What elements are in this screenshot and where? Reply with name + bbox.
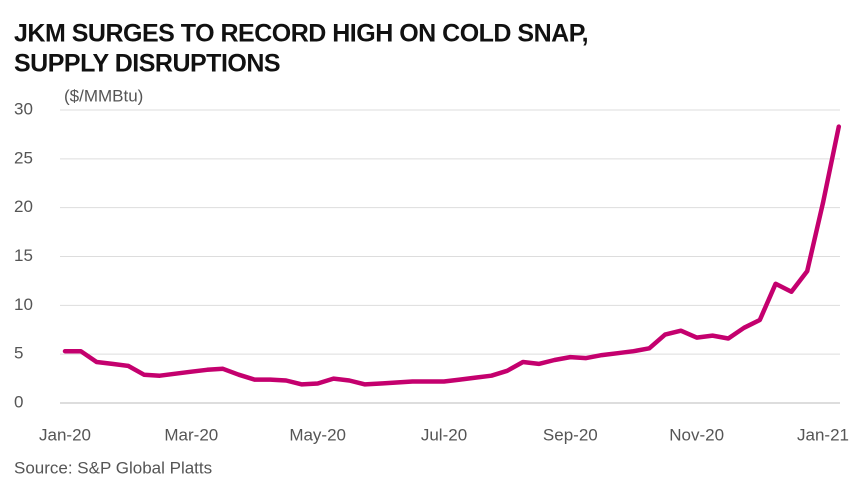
- chart-title: SUPPLY DISRUPTIONS: [14, 50, 280, 78]
- x-tick-label: Jan-20: [39, 425, 91, 444]
- source: Source: S&P Global Platts: [14, 458, 212, 477]
- x-tick-label: Nov-20: [669, 425, 724, 444]
- y-tick-label: 0: [14, 392, 23, 411]
- chart-title: JKM SURGES TO RECORD HIGH ON COLD SNAP,: [14, 20, 588, 48]
- y-axis-label: ($/MMBtu): [64, 86, 143, 105]
- y-tick-label: 10: [14, 295, 33, 314]
- y-tick-label: 20: [14, 197, 33, 216]
- x-tick-label: Jan-21: [797, 425, 849, 444]
- x-tick-label: Mar-20: [164, 425, 218, 444]
- x-tick-label: May-20: [289, 425, 346, 444]
- y-tick-label: 25: [14, 148, 33, 167]
- x-tick-label: Jul-20: [421, 425, 467, 444]
- x-tick-label: Sep-20: [543, 425, 598, 444]
- y-tick-label: 15: [14, 246, 33, 265]
- y-tick-label: 5: [14, 344, 23, 363]
- line: [62, 124, 842, 387]
- y-tick-label: 30: [14, 99, 33, 118]
